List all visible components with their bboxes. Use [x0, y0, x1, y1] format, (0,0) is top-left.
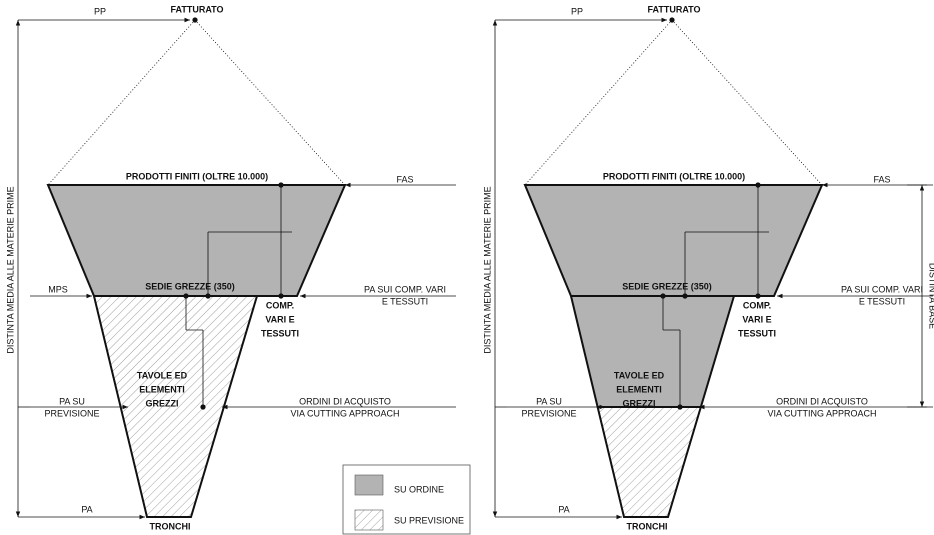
- label: PP: [571, 6, 583, 16]
- label: PA: [81, 504, 92, 514]
- label-line: ELEMENTI: [616, 384, 662, 394]
- legend-swatch: [354, 509, 384, 531]
- label-line: E TESSUTI: [859, 296, 905, 306]
- label: MPS: [48, 284, 68, 294]
- label-line: TAVOLE ED: [614, 370, 665, 380]
- label-line: GREZZI: [623, 398, 656, 408]
- dotted-line: [524, 19, 673, 186]
- label: TRONCHI: [150, 521, 191, 531]
- node-dot: [682, 293, 688, 299]
- label: FAS: [396, 174, 413, 184]
- axis-label: DISTINTA MEDIA ALLE MATERIE PRIME: [5, 186, 15, 353]
- dotted-line: [671, 19, 823, 186]
- node-dot: [278, 293, 284, 299]
- label: PA: [558, 504, 569, 514]
- label-line: PREVISIONE: [44, 408, 99, 418]
- label-line: E TESSUTI: [382, 296, 428, 306]
- label-line: TESSUTI: [738, 328, 776, 338]
- node-dot: [755, 293, 761, 299]
- node-dot: [677, 404, 683, 410]
- label: SEDIE GREZZE (350): [622, 281, 712, 291]
- node-dot: [205, 293, 211, 299]
- label-line: PA SU: [536, 396, 562, 406]
- label-line: VARI E: [742, 314, 771, 324]
- label: PP: [94, 6, 106, 16]
- top-outline: [523, 184, 824, 297]
- label-line: PA SU: [59, 396, 85, 406]
- forecast-area: [598, 407, 701, 517]
- panel: DISTINTA MEDIA ALLE MATERIE PRIME PP FATTU…: [5, 4, 456, 531]
- side-label: DISTINTA BASE: [928, 263, 934, 329]
- node-dot: [278, 182, 284, 188]
- node-dot: [660, 293, 666, 299]
- dotted-line: [194, 19, 346, 186]
- legend-label: SU ORDINE: [394, 484, 444, 494]
- label-line: TAVOLE ED: [137, 370, 188, 380]
- node-dot: [669, 17, 675, 23]
- node-dot: [192, 17, 198, 23]
- legend: SU ORDINE SU PREVISIONE: [342, 464, 471, 535]
- label-line: PREVISIONE: [521, 408, 576, 418]
- label-line: PA SUI COMP. VARI: [841, 284, 923, 294]
- node-dot: [183, 293, 189, 299]
- top-outline: [46, 184, 347, 297]
- label-line: GREZZI: [146, 398, 179, 408]
- label-line: ORDINI DI ACQUISTO: [299, 396, 391, 406]
- label-line: VARI E: [265, 314, 294, 324]
- label: FAS: [873, 174, 890, 184]
- axis-label: DISTINTA MEDIA ALLE MATERIE PRIME: [482, 186, 492, 353]
- label-line: ELEMENTI: [139, 384, 185, 394]
- finished-goods-area: [525, 185, 822, 296]
- label: TRONCHI: [627, 521, 668, 531]
- label: PRODOTTI FINITI (OLTRE 10.000): [603, 171, 745, 181]
- label: PRODOTTI FINITI (OLTRE 10.000): [126, 171, 268, 181]
- dotted-line: [47, 19, 196, 186]
- finished-goods-area: [48, 185, 345, 296]
- node-dot: [755, 182, 761, 188]
- label: SEDIE GREZZE (350): [145, 281, 235, 291]
- label-line: TESSUTI: [261, 328, 299, 338]
- order-area: [571, 296, 734, 407]
- label-line: PA SUI COMP. VARI: [364, 284, 446, 294]
- legend-swatch: [354, 474, 384, 496]
- panel: DISTINTA BASE DISTINTA MEDIA ALLE MATERIE…: [482, 4, 934, 531]
- label-line: VIA CUTTING APPROACH: [767, 408, 876, 418]
- label-line: VIA CUTTING APPROACH: [290, 408, 399, 418]
- label: FATTURATO: [648, 4, 701, 14]
- legend-label: SU PREVISIONE: [394, 515, 464, 525]
- label-line: ORDINI DI ACQUISTO: [776, 396, 868, 406]
- label: FATTURATO: [171, 4, 224, 14]
- node-dot: [200, 404, 206, 410]
- label-line: COMP.: [743, 300, 771, 310]
- label-line: COMP.: [266, 300, 294, 310]
